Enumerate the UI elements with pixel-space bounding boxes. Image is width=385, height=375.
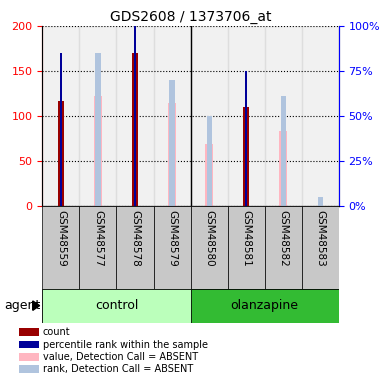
Bar: [79, 26, 116, 206]
Bar: [205, 144, 213, 206]
Bar: [169, 80, 175, 206]
FancyBboxPatch shape: [154, 206, 191, 289]
Bar: [134, 24, 136, 206]
Bar: [132, 53, 138, 206]
Bar: [206, 116, 212, 206]
FancyBboxPatch shape: [191, 289, 339, 322]
Text: GSM48577: GSM48577: [93, 210, 103, 267]
FancyBboxPatch shape: [191, 206, 228, 289]
Bar: [57, 101, 64, 206]
Text: GSM48582: GSM48582: [278, 210, 288, 267]
Bar: [318, 197, 323, 206]
FancyBboxPatch shape: [228, 206, 265, 289]
Bar: [302, 26, 339, 206]
Bar: [60, 53, 62, 206]
Text: GSM48580: GSM48580: [204, 210, 214, 267]
Bar: [154, 26, 191, 206]
Text: value, Detection Call = ABSENT: value, Detection Call = ABSENT: [43, 352, 198, 362]
Bar: [94, 96, 102, 206]
Text: GSM48581: GSM48581: [241, 210, 251, 267]
Bar: [168, 103, 176, 206]
Bar: [245, 71, 247, 206]
Text: rank, Detection Call = ABSENT: rank, Detection Call = ABSENT: [43, 364, 193, 374]
Text: GSM48579: GSM48579: [167, 210, 177, 267]
Bar: [19, 340, 39, 348]
Bar: [19, 365, 39, 373]
Text: agent: agent: [4, 299, 40, 312]
Bar: [42, 26, 79, 206]
FancyBboxPatch shape: [42, 206, 79, 289]
Bar: [279, 130, 287, 206]
Bar: [281, 96, 286, 206]
Bar: [95, 53, 100, 206]
Text: percentile rank within the sample: percentile rank within the sample: [43, 339, 208, 350]
FancyBboxPatch shape: [116, 206, 154, 289]
Text: control: control: [95, 299, 138, 312]
Text: GSM48578: GSM48578: [130, 210, 140, 267]
Bar: [191, 26, 228, 206]
FancyBboxPatch shape: [79, 206, 116, 289]
Text: olanzapine: olanzapine: [231, 299, 299, 312]
Text: GSM48559: GSM48559: [56, 210, 66, 267]
Bar: [116, 26, 154, 206]
Bar: [228, 26, 264, 206]
Title: GDS2608 / 1373706_at: GDS2608 / 1373706_at: [110, 10, 271, 24]
Bar: [19, 353, 39, 361]
FancyBboxPatch shape: [302, 206, 339, 289]
Text: GSM48583: GSM48583: [315, 210, 325, 267]
FancyBboxPatch shape: [265, 206, 302, 289]
FancyBboxPatch shape: [42, 289, 191, 322]
Bar: [265, 26, 302, 206]
Text: count: count: [43, 327, 70, 338]
Bar: [19, 328, 39, 336]
Bar: [243, 107, 249, 206]
